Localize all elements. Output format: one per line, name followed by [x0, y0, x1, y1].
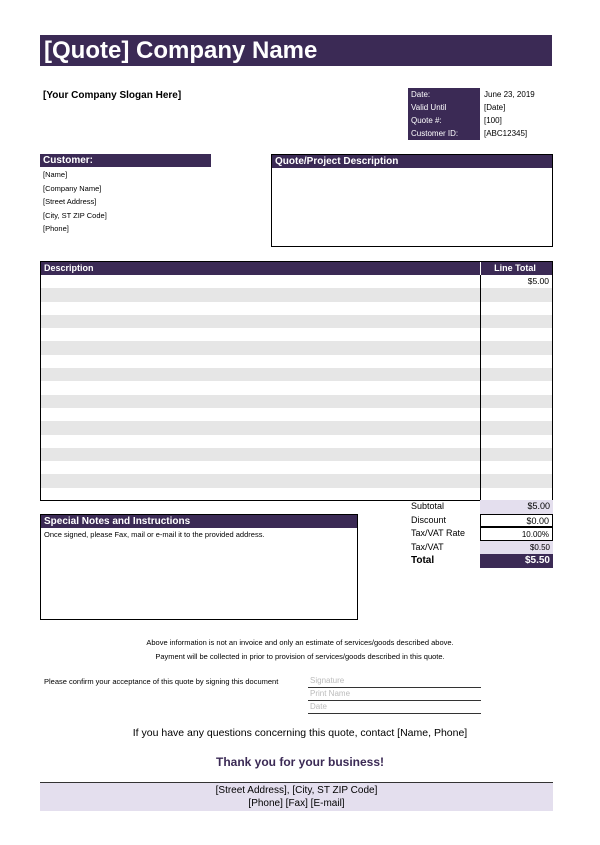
table-row[interactable] [41, 354, 552, 369]
row-description[interactable] [41, 474, 480, 487]
table-row[interactable] [41, 474, 552, 488]
thanks-message: Thank you for your business! [215, 755, 385, 769]
print-name-field[interactable]: Print Name [308, 688, 481, 701]
tax-rate-value[interactable]: 10.00% [480, 527, 553, 541]
row-description[interactable] [41, 408, 480, 421]
total-label: Discount [411, 514, 447, 525]
notes-heading: Special Notes and Instructions [41, 515, 357, 528]
disclaimer: Above information is not an invoice and … [0, 636, 600, 664]
project-description-box[interactable]: Quote/Project Description [271, 154, 553, 247]
total-label: Total [411, 555, 435, 566]
footer-contact: [Phone] [Fax] [E-mail] [248, 798, 345, 809]
table-row[interactable] [41, 368, 552, 382]
disclaimer-line: Payment will be collected in prior to pr… [155, 652, 445, 661]
project-heading: Quote/Project Description [272, 155, 552, 168]
meta-label: Date: [408, 88, 480, 101]
table-row[interactable] [41, 301, 552, 315]
row-description[interactable] [41, 288, 480, 301]
row-line-total [480, 341, 552, 355]
row-description[interactable] [41, 381, 480, 394]
customer-line: [City, ST ZIP Code] [43, 210, 107, 220]
table-row[interactable] [41, 434, 552, 448]
row-line-total [480, 407, 552, 422]
signature-field[interactable]: Signature [308, 675, 481, 688]
row-line-total [480, 354, 552, 369]
table-row[interactable] [41, 461, 552, 475]
table-row[interactable] [41, 314, 552, 329]
row-line-total [480, 314, 552, 329]
notes-box[interactable]: Special Notes and Instructions Once sign… [40, 514, 358, 620]
table-row[interactable] [41, 487, 552, 502]
meta-label: Customer ID: [408, 127, 480, 140]
footer: [Street Address], [City, ST ZIP Code] [P… [40, 782, 553, 811]
meta-value: [100] [484, 116, 502, 125]
contact-line: If you have any questions concerning thi… [132, 727, 468, 739]
row-line-total [480, 328, 552, 342]
row-line-total [480, 381, 552, 395]
table-row[interactable] [41, 341, 552, 355]
disclaimer-line: Above information is not an invoice and … [146, 638, 454, 647]
customer-line: [Name] [43, 170, 68, 179]
subtotal-value: $5.00 [480, 500, 553, 514]
row-description[interactable] [41, 435, 480, 448]
row-description[interactable] [41, 395, 480, 408]
table-row[interactable] [41, 447, 552, 462]
customer-section: Customer: [Name] [Company Name] [Street … [40, 154, 211, 236]
table-row[interactable]: $5.00 [41, 275, 552, 289]
row-line-total [480, 487, 552, 502]
meta-label: Valid Until [408, 101, 480, 114]
row-line-total [480, 421, 552, 435]
row-description[interactable] [41, 341, 480, 354]
row-line-total [480, 461, 552, 475]
footer-address: [Street Address], [City, ST ZIP Code] [215, 785, 378, 796]
col-line-total: Line Total [480, 262, 552, 275]
row-description[interactable] [41, 355, 480, 368]
total-label: Subtotal [411, 501, 445, 511]
total-label: Tax/VAT Rate [411, 528, 466, 538]
meta-label: Quote #: [408, 114, 480, 127]
row-description[interactable] [41, 302, 480, 315]
discount-value[interactable]: $0.00 [480, 513, 553, 527]
meta-value: [Date] [484, 103, 506, 112]
row-line-total [480, 288, 552, 302]
row-line-total [480, 394, 552, 408]
row-description[interactable] [41, 368, 480, 381]
meta-value: [ABC12345] [484, 129, 528, 138]
row-line-total [480, 434, 552, 448]
line-items-table: Description Line Total $5.00 [40, 261, 553, 502]
row-line-total [480, 301, 552, 315]
notes-text: Once signed, please Fax, mail or e-mail … [44, 530, 265, 539]
customer-heading: Customer: [40, 154, 211, 167]
row-line-total [480, 368, 552, 382]
total-label: Tax/VAT [411, 541, 444, 552]
table-row[interactable] [41, 288, 552, 302]
tax-value: $0.50 [480, 540, 553, 554]
row-line-total [480, 447, 552, 462]
row-description[interactable] [41, 328, 480, 341]
customer-line: [Street Address] [43, 197, 97, 206]
table-row[interactable] [41, 328, 552, 342]
table-row[interactable] [41, 421, 552, 435]
row-description[interactable] [41, 461, 480, 474]
page-title: [Quote] Company Name [40, 35, 552, 66]
table-row[interactable] [41, 394, 552, 408]
acceptance-prompt: Please confirm your acceptance of this q… [44, 677, 279, 686]
totals: Subtotal $5.00 Discount $0.00 Tax/VAT Rate… [408, 500, 553, 568]
row-line-total: $5.00 [480, 275, 552, 289]
row-description[interactable] [41, 315, 480, 328]
row-description[interactable] [41, 275, 480, 288]
quote-meta: Date: June 23, 2019 Valid Until [Date] Quo… [408, 88, 535, 140]
total-value: $5.50 [480, 554, 553, 568]
row-description[interactable] [41, 448, 480, 461]
table-row[interactable] [41, 381, 552, 395]
col-description: Description [44, 263, 94, 273]
date-field[interactable]: Date [308, 701, 481, 714]
customer-line: [Company Name] [43, 183, 102, 193]
meta-value: June 23, 2019 [484, 90, 535, 99]
row-line-total [480, 474, 552, 488]
row-description[interactable] [41, 421, 480, 434]
customer-line: [Phone] [43, 224, 69, 233]
company-slogan: [Your Company Slogan Here] [43, 90, 182, 101]
table-row[interactable] [41, 407, 552, 422]
